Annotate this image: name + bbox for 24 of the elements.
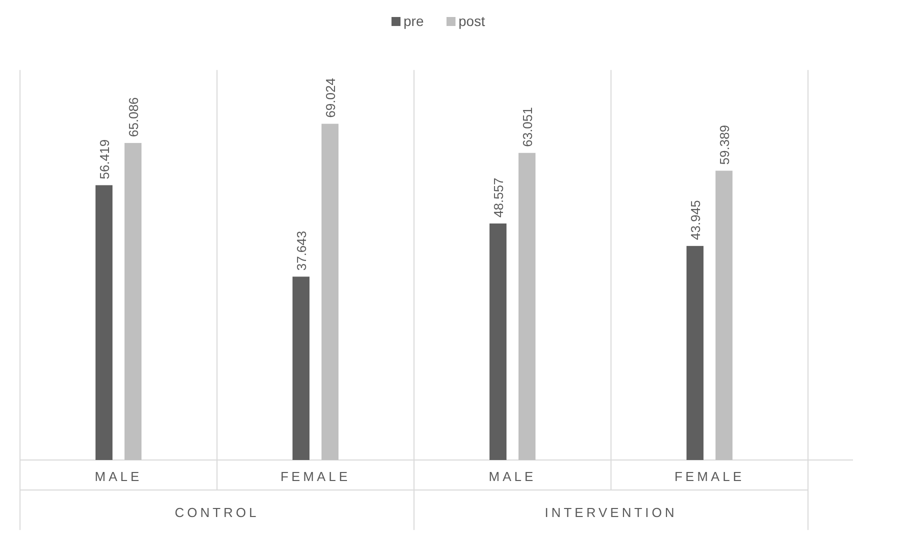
bar — [716, 170, 732, 460]
data-label: 63.051 — [520, 107, 535, 147]
text: INTERVENTION — [544, 505, 678, 520]
bar — [686, 246, 704, 460]
x-tick-label: FEMALE — [674, 469, 745, 484]
data-label: 43.945 — [688, 200, 703, 240]
data-label: 37.643 — [294, 230, 309, 271]
bar — [292, 276, 310, 460]
data-label: 56.419 — [97, 139, 112, 180]
bar — [518, 152, 536, 460]
bar — [96, 185, 112, 460]
data-label: 59.389 — [717, 124, 732, 165]
data-label: 48.557 — [491, 178, 506, 218]
x-tick-label: MALE — [94, 469, 142, 484]
bar — [490, 223, 506, 460]
legend-label: pre — [404, 13, 424, 29]
text: CONTROL — [174, 505, 260, 520]
bar — [124, 142, 142, 460]
data-label: 65.086 — [126, 97, 141, 137]
data-label: 69.024 — [323, 78, 338, 118]
x-tick-label: MALE — [488, 469, 536, 484]
legend-label: post — [458, 13, 486, 29]
bar — [322, 124, 338, 460]
x-tick-label: FEMALE — [280, 469, 351, 484]
